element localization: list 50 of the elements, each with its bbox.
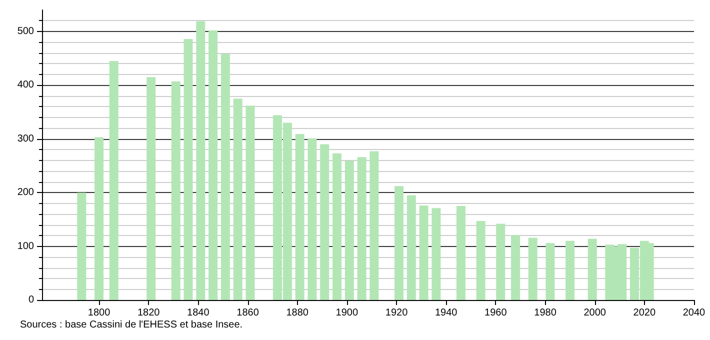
y-tick-label: 0 [28,294,34,306]
bar [456,206,466,300]
bar [184,39,193,300]
bar [496,224,506,300]
bar [394,186,404,300]
bar [344,160,354,300]
x-tick-label: 1880 [286,308,309,318]
bar [109,61,118,300]
x-tick-label: 1900 [336,308,358,318]
x-tick-label: 1860 [236,308,260,318]
x-tick-label: 1980 [534,308,557,318]
bar [370,151,379,300]
bar [233,98,242,300]
bar [308,138,317,300]
bar [419,205,428,300]
y-tick-label: 200 [17,187,34,198]
y-tick-label: 400 [17,80,34,91]
bar [588,238,597,300]
x-tick-label: 2020 [633,308,656,318]
bar [246,106,255,300]
source-note: Sources : base Cassini de l'EHESS et base Insee. [20,320,243,330]
x-tick-label: 1820 [137,308,160,318]
x-tick-label: 1960 [484,308,508,318]
x-tick-label: 1840 [187,308,210,318]
x-tick-label: 1920 [385,308,408,318]
bar [77,192,86,300]
bar [546,243,555,300]
bar [196,21,206,300]
x-tick-label: 2040 [682,308,706,318]
bar [357,157,366,300]
bar [208,30,218,300]
x-tick-label: 1800 [88,308,111,318]
y-tick-label: 100 [17,240,34,252]
y-tick-label: 300 [17,133,34,144]
bar [220,54,230,300]
bar [146,77,156,300]
x-tick-label: 1940 [434,308,458,318]
bar [432,208,441,300]
bar [171,81,180,300]
y-tick-label: 500 [17,26,34,37]
bar [528,238,538,300]
bar [566,240,575,300]
x-tick-label: 2000 [584,308,606,318]
bar [94,137,104,300]
bar [476,221,486,300]
bar [511,235,520,300]
bar [320,144,330,300]
bar [406,195,416,300]
bar [295,134,304,300]
bar [332,153,342,300]
